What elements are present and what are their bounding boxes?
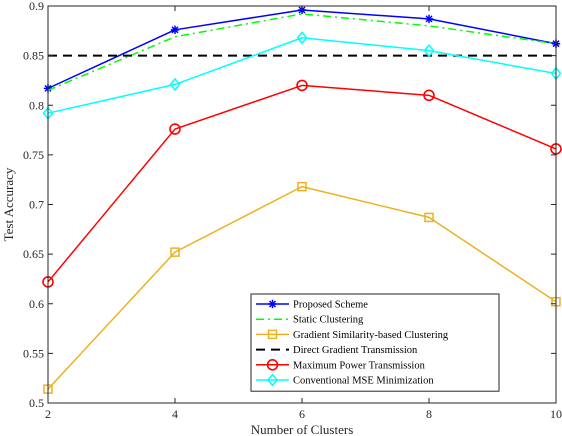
y-tick-label: 0.9 <box>29 0 44 13</box>
legend-entry-maximum-power-transmission: Maximum Power Transmission <box>256 358 426 371</box>
legend-marker <box>266 358 279 371</box>
legend-label: Direct Gradient Transmission <box>293 345 418 356</box>
y-tick-label: 0.85 <box>23 49 44 63</box>
plot-lines <box>42 5 562 394</box>
series-proposed-scheme <box>43 5 561 93</box>
series-static-clustering <box>47 13 557 92</box>
legend-marker <box>268 299 277 309</box>
legend-label: Proposed Scheme <box>293 300 368 311</box>
data-point-proposed-scheme <box>424 14 434 24</box>
legend-entry-static-clustering: Static Clustering <box>256 315 364 326</box>
series-line-maximum-power-transmission <box>47 84 557 283</box>
legend-entry-proposed-scheme: Proposed Scheme <box>256 300 368 311</box>
series-line-conventional-mse-minimization <box>47 37 557 114</box>
series-line-static-clustering <box>47 13 557 92</box>
series-line-gradient-similarity-based-clustering <box>47 185 557 390</box>
y-tick-label: 0.5 <box>29 396 44 410</box>
legend-entry-gradient-similarity-based-clustering: Gradient Similarity-based Clustering <box>256 329 449 341</box>
x-tick-label: 8 <box>426 407 432 421</box>
x-tick-label: 10 <box>550 407 562 421</box>
tick-labels: 2 4 6 8 10 0.5 0.55 0.6 0.65 0.7 0.75 0.8 0.85 0.9 <box>23 0 562 421</box>
x-tick-label: 6 <box>299 407 305 421</box>
y-tick-label: 0.75 <box>23 148 44 162</box>
y-tick-label: 0.8 <box>29 98 44 112</box>
data-point-conventional-mse-minimization <box>169 77 181 92</box>
data-point-proposed-scheme <box>170 25 180 35</box>
legend-label: Maximum Power Transmission <box>293 360 426 371</box>
data-point-maximum-power-transmission <box>423 89 435 102</box>
legend-label: Static Clustering <box>293 315 364 326</box>
y-tick-label: 0.7 <box>29 198 44 212</box>
series-line-proposed-scheme <box>47 9 557 90</box>
x-tick-label: 2 <box>45 407 51 421</box>
y-tick-label: 0.6 <box>29 297 44 311</box>
legend-marker <box>267 329 278 340</box>
data-point-gradient-similarity-based-clustering <box>424 212 434 223</box>
x-axis-label: Number of Clusters <box>251 422 354 436</box>
data-point-conventional-mse-minimization <box>423 43 435 58</box>
axis-ticks <box>47 5 557 404</box>
legend-label: Gradient Similarity-based Clustering <box>293 330 449 341</box>
legend-label: Conventional MSE Minimization <box>293 376 434 387</box>
data-point-conventional-mse-minimization <box>296 31 308 45</box>
legend: Proposed Scheme Static Clustering Gradient… <box>250 293 500 392</box>
legend-entry-direct-gradient-transmission: Direct Gradient Transmission <box>256 345 418 356</box>
x-tick-label: 4 <box>172 407 178 421</box>
data-point-maximum-power-transmission <box>169 123 181 135</box>
series-conventional-mse-minimization <box>42 31 562 120</box>
legend-marker <box>267 373 278 387</box>
y-tick-label: 0.65 <box>23 247 44 261</box>
legend-entry-conventional-mse-minimization: Conventional MSE Minimization <box>256 373 434 387</box>
series-maximum-power-transmission <box>42 79 562 288</box>
data-point-maximum-power-transmission <box>296 79 308 92</box>
y-axis-label: Test Accuracy <box>1 167 16 241</box>
data-point-gradient-similarity-based-clustering <box>297 181 307 192</box>
data-point-gradient-similarity-based-clustering <box>170 247 180 257</box>
legend-box <box>250 293 500 392</box>
y-tick-label: 0.55 <box>23 346 44 360</box>
